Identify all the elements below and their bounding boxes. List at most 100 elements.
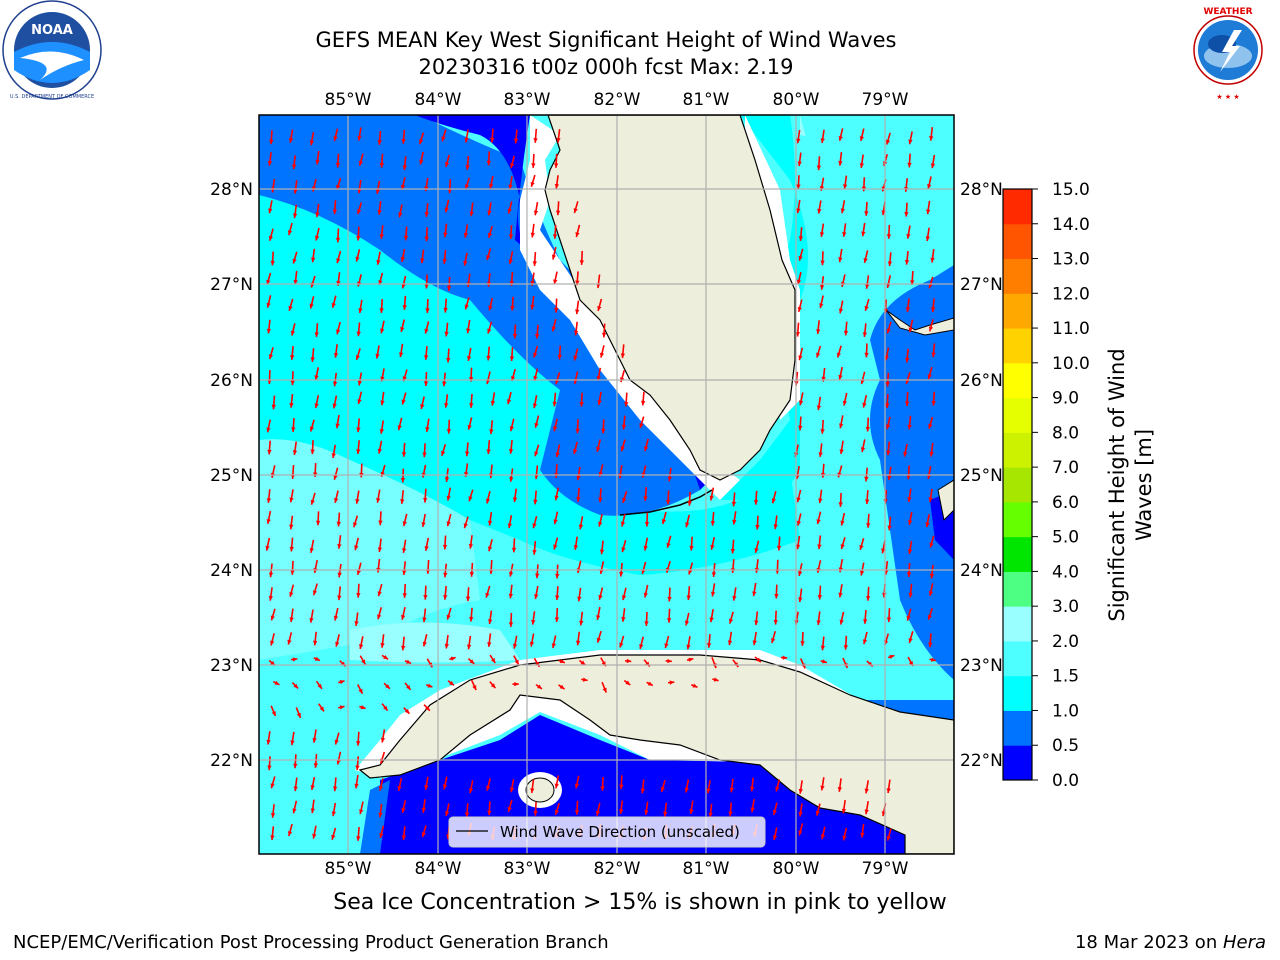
wave-arrowhead	[640, 400, 646, 406]
wave-arrowhead	[664, 643, 669, 649]
lon-tick-label: 82°W	[594, 90, 641, 110]
wave-arrowhead	[620, 446, 625, 452]
wave-arrowhead	[532, 523, 537, 529]
wave-arrowhead	[798, 788, 803, 794]
wave-arrowhead	[512, 497, 518, 503]
wave-arrowhead	[708, 812, 713, 818]
wave-arrowhead	[796, 184, 801, 190]
wave-arrowhead	[270, 835, 275, 841]
wave-arrowhead	[732, 519, 737, 525]
wave-arrowhead	[419, 159, 424, 165]
wave-arrowhead	[732, 595, 737, 601]
wave-arrowhead	[317, 683, 322, 689]
wave-arrowhead	[573, 208, 578, 214]
wave-arrowhead	[290, 570, 295, 575]
wave-arrowhead	[929, 542, 934, 548]
wave-arrowhead	[510, 163, 515, 169]
wave-arrowhead	[446, 286, 452, 291]
wave-arrowhead	[508, 449, 514, 454]
wave-arrowhead	[468, 496, 473, 502]
lon-tick-label: 85°W	[325, 859, 372, 879]
wave-arrowhead	[337, 572, 342, 578]
wave-arrowhead	[266, 302, 271, 308]
wave-arrowhead	[467, 424, 472, 430]
wave-arrowhead	[314, 235, 320, 241]
wave-arrowhead	[383, 705, 388, 711]
wave-arrowhead	[535, 333, 540, 339]
lon-tick-label: 81°W	[683, 90, 730, 110]
wave-arrowhead	[624, 401, 629, 407]
wave-arrowhead	[926, 209, 931, 215]
wave-arrowhead	[508, 622, 514, 627]
map-gridlines	[259, 115, 954, 854]
wave-arrowhead	[710, 591, 716, 597]
wave-arrowhead	[886, 234, 892, 239]
wave-arrowhead	[359, 809, 364, 815]
wave-arrowhead	[820, 645, 826, 651]
wave-arrowhead	[463, 232, 469, 238]
wave-arrowhead	[889, 654, 895, 660]
wave-arrowhead	[446, 614, 451, 620]
wave-arrowhead	[887, 261, 893, 267]
wave-arrowhead	[332, 381, 338, 387]
wave-arrowhead	[446, 429, 452, 434]
wave-arrowhead	[798, 425, 803, 431]
wave-arrowhead	[904, 259, 910, 265]
wave-arrowhead	[333, 474, 338, 480]
wave-arrowhead	[312, 590, 318, 596]
wave-arrowhead	[383, 655, 389, 660]
colorbar-tick-label: 2.0	[1052, 632, 1079, 652]
wave-arrowhead	[573, 355, 578, 361]
wave-height-field-1.5-2.0	[740, 115, 954, 260]
wave-arrowhead	[929, 573, 935, 579]
lat-tick-label: 26°N	[210, 371, 253, 391]
lon-tick-label: 83°W	[504, 90, 551, 110]
wave-arrowhead	[336, 329, 341, 335]
wave-arrowhead	[556, 137, 561, 143]
wave-arrowhead	[356, 569, 361, 575]
wave-arrowhead	[816, 352, 821, 358]
wave-arrowhead	[355, 498, 360, 504]
svg-text:U.S. DEPARTMENT OF COMMERCE: U.S. DEPARTMENT OF COMMERCE	[10, 94, 94, 100]
wave-arrowhead	[713, 677, 719, 682]
wave-arrowhead	[530, 304, 535, 310]
wave-arrowhead	[466, 328, 471, 334]
wave-arrowhead	[425, 308, 430, 313]
wave-arrowhead	[797, 161, 802, 167]
wave-arrowhead	[533, 352, 538, 358]
wave-arrowhead	[378, 812, 383, 818]
wave-arrowhead	[487, 328, 492, 334]
wave-arrowhead	[688, 657, 694, 662]
wave-arrowhead	[554, 495, 559, 501]
wave-arrowhead	[534, 474, 539, 480]
wave-arrowhead	[296, 712, 301, 718]
wave-arrowhead	[838, 374, 843, 380]
wave-arrowhead	[774, 593, 779, 599]
wave-arrowhead	[398, 212, 403, 218]
wave-arrowhead	[444, 331, 449, 337]
wave-arrowhead	[836, 352, 842, 358]
wave-arrowhead	[535, 573, 540, 579]
wave-arrowhead	[401, 452, 407, 457]
wave-arrowhead	[574, 810, 580, 815]
wave-arrowhead	[379, 163, 385, 168]
wind-wave-direction-arrows	[265, 127, 936, 841]
wave-arrowhead	[335, 162, 341, 168]
wave-arrowhead	[290, 740, 295, 746]
wave-arrowhead	[402, 305, 407, 310]
wave-arrowhead	[576, 475, 581, 481]
wave-arrowhead	[287, 831, 293, 837]
wave-arrowhead	[357, 209, 362, 215]
wave-arrowhead	[355, 256, 360, 262]
wave-arrowhead	[337, 595, 342, 601]
wave-arrowhead	[289, 546, 294, 552]
wave-arrowhead	[421, 832, 426, 838]
wave-arrowhead	[319, 706, 324, 712]
wave-arrowhead	[865, 426, 870, 432]
wave-arrowhead	[514, 659, 519, 665]
wave-arrowhead	[596, 615, 601, 620]
wave-arrowhead	[512, 643, 518, 649]
lat-labels-left: 28°N 27°N 26°N 25°N 24°N 23°N 22°N	[210, 180, 253, 771]
wave-arrowhead	[401, 835, 407, 840]
wave-arrowhead	[270, 640, 275, 646]
